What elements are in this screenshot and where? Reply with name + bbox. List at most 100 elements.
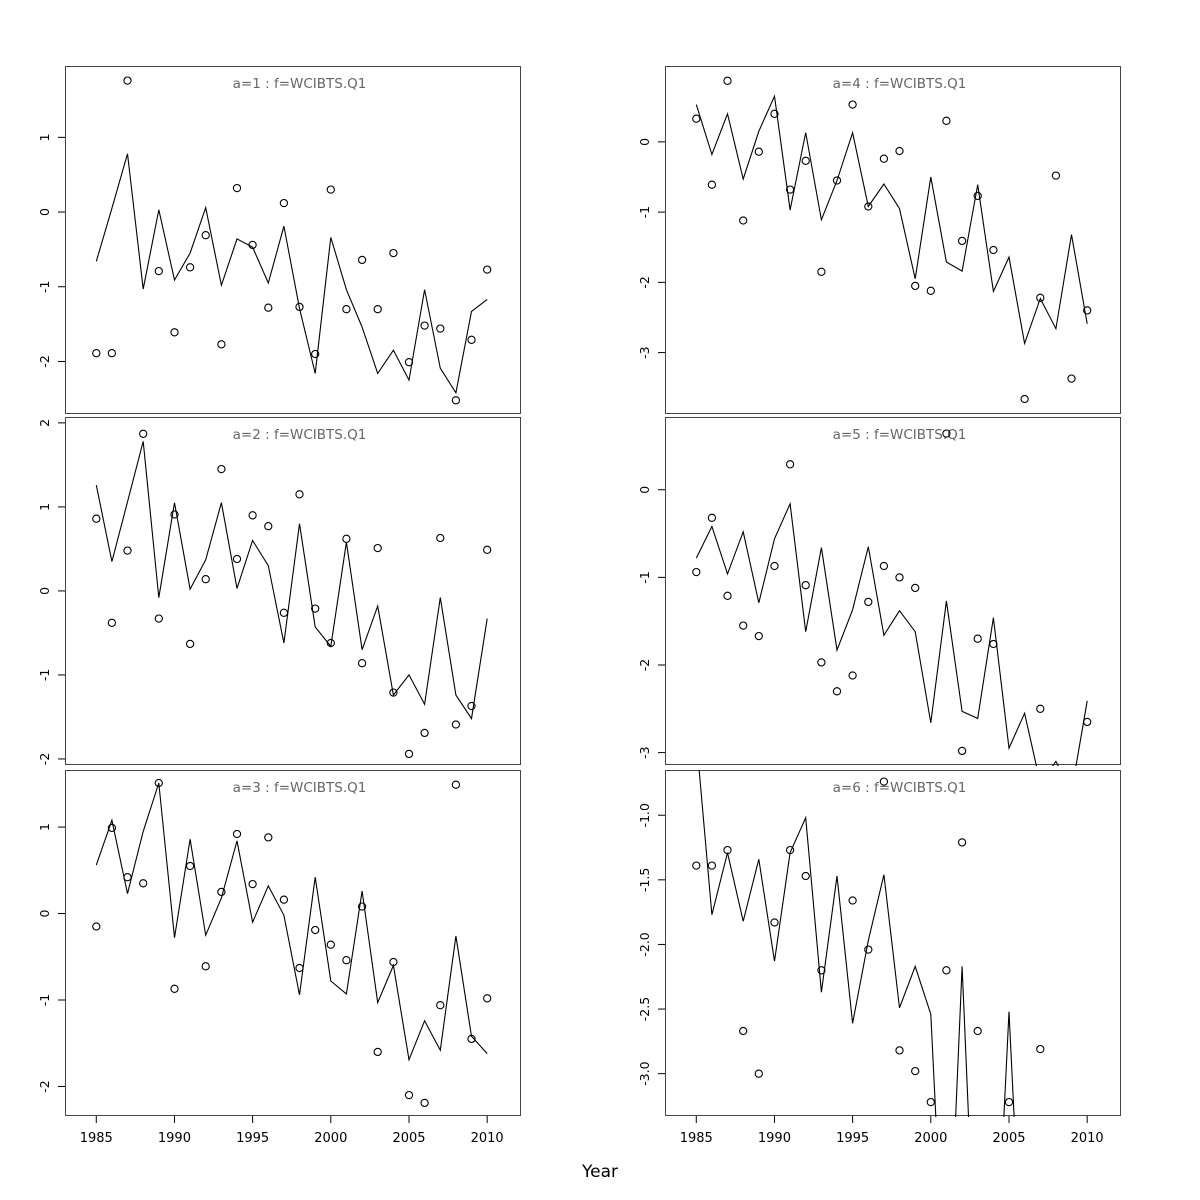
y-tick-label: -1 (37, 281, 52, 293)
y-tick-label: 0 (637, 486, 652, 494)
fit-line (695, 501, 1088, 766)
data-point (1004, 1097, 1014, 1107)
data-point (342, 956, 351, 965)
points-group (692, 76, 1092, 404)
data-point (326, 940, 335, 949)
y-tick-label: -1 (37, 994, 52, 1006)
fit-line (698, 770, 1015, 1117)
y-tick-label: -1 (637, 571, 652, 583)
data-point (1083, 717, 1092, 727)
data-point (770, 561, 779, 571)
data-point (817, 658, 826, 667)
panel-5: a=5 : f=WCIBTS.Q1 0 -1 -2 -3 (637, 417, 1121, 766)
y-tick-label: 2 (37, 419, 52, 427)
data-point (817, 267, 826, 276)
data-point (911, 583, 920, 593)
data-point (279, 608, 289, 617)
panel-border (65, 417, 521, 765)
data-point (404, 358, 414, 367)
data-point (311, 925, 320, 935)
data-point (279, 895, 289, 904)
data-point (154, 266, 163, 276)
data-point (989, 245, 998, 255)
data-point (170, 328, 179, 337)
data-point (451, 396, 461, 405)
data-point (295, 302, 304, 312)
y-tick-label: -2 (637, 659, 652, 671)
data-point (389, 957, 398, 967)
data-point (451, 720, 461, 729)
data-point (785, 185, 795, 194)
data-point (801, 581, 810, 590)
data-point (973, 1026, 982, 1036)
data-point (926, 286, 935, 295)
data-point (326, 638, 335, 648)
data-point (311, 349, 320, 359)
data-point (942, 429, 951, 438)
data-point (389, 248, 398, 258)
data-point (139, 879, 148, 888)
data-point (404, 749, 414, 759)
data-point (864, 202, 873, 211)
data-point (357, 659, 367, 668)
data-point (848, 896, 857, 905)
y-tick-label: -2 (637, 276, 652, 288)
data-point (264, 303, 273, 312)
data-point (692, 567, 701, 577)
data-point (754, 631, 763, 641)
y-tick-label: 0 (37, 910, 52, 918)
fit-line (95, 441, 488, 721)
panel-6: a=6 : f=WCIBTS.Q1 -1.0 -1.5 -2.0 -2.5 -3.0 198… (637, 770, 1121, 1146)
panel-border (665, 417, 1121, 765)
data-point (739, 216, 748, 225)
data-point (232, 183, 242, 193)
data-point (185, 861, 195, 871)
panel-border (665, 66, 1121, 414)
data-point (154, 778, 163, 788)
data-point (170, 510, 179, 519)
data-point (973, 191, 982, 201)
y-tick-label: -2 (37, 355, 52, 367)
data-point (864, 945, 873, 954)
data-point (832, 687, 842, 696)
panel-1: a=1 : f=WCIBTS.Q1 1 0 -1 -2 (37, 66, 521, 414)
data-point (185, 263, 195, 272)
data-point (217, 340, 226, 349)
data-point (467, 335, 476, 344)
data-point (264, 833, 273, 842)
y-tick-label: -1 (637, 206, 652, 218)
data-point (895, 1046, 904, 1055)
data-point (295, 963, 304, 973)
panel-title: a=2 : f=WCIBTS.Q1 (233, 427, 367, 443)
x-tick-label: 1995 (836, 1131, 869, 1146)
data-point (1067, 374, 1076, 383)
data-point (957, 838, 967, 847)
data-point (92, 349, 101, 358)
y-tick-label: 0 (637, 138, 652, 146)
data-point (107, 618, 117, 627)
panel-title: a=6 : f=WCIBTS.Q1 (833, 780, 967, 796)
data-point (911, 281, 920, 291)
data-point (483, 545, 492, 554)
data-point (107, 349, 117, 358)
data-point (723, 591, 732, 600)
data-point (1083, 306, 1092, 315)
panel-title: a=1 : f=WCIBTS.Q1 (233, 76, 367, 92)
data-point (139, 429, 148, 438)
data-point (107, 823, 117, 833)
y-tick-label: -1 (37, 669, 52, 681)
panel-border (65, 770, 521, 1116)
data-point (911, 1066, 920, 1076)
data-point (436, 533, 445, 543)
y-tick-label: -1.5 (637, 868, 652, 892)
data-point (926, 1097, 935, 1107)
data-point (739, 1026, 748, 1036)
data-point (201, 231, 210, 240)
data-point (92, 514, 101, 523)
data-point (248, 879, 257, 889)
x-tick-label: 1990 (158, 1131, 191, 1146)
points-group (92, 778, 492, 1108)
data-point (957, 746, 967, 756)
data-point (248, 240, 257, 250)
